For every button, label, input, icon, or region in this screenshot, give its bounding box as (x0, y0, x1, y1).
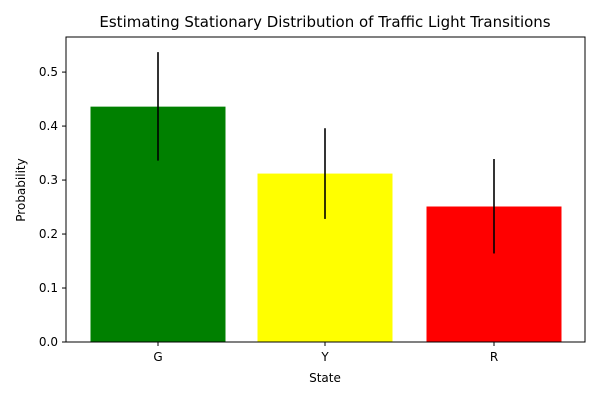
x-axis-label: State (309, 371, 341, 385)
y-tick-label-5: 0.5 (39, 65, 58, 79)
y-tick-label-1: 0.1 (39, 281, 58, 295)
y-tick-label-4: 0.4 (39, 119, 58, 133)
x-tick-label-g: G (153, 350, 162, 364)
chart-title: Estimating Stationary Distribution of Tr… (99, 13, 550, 31)
y-axis-label: Probability (14, 158, 28, 221)
error-bars-group (157, 52, 495, 254)
y-tick-label-3: 0.3 (39, 173, 58, 187)
y-tick-label-0: 0.0 (39, 335, 58, 349)
y-tick-label-2: 0.2 (39, 227, 58, 241)
axes-frame (65, 36, 586, 343)
y-axis: 0.0 0.1 0.2 0.3 0.4 0.5 (39, 65, 66, 349)
x-tick-label-y: Y (320, 350, 329, 364)
x-tick-label-r: R (490, 350, 498, 364)
